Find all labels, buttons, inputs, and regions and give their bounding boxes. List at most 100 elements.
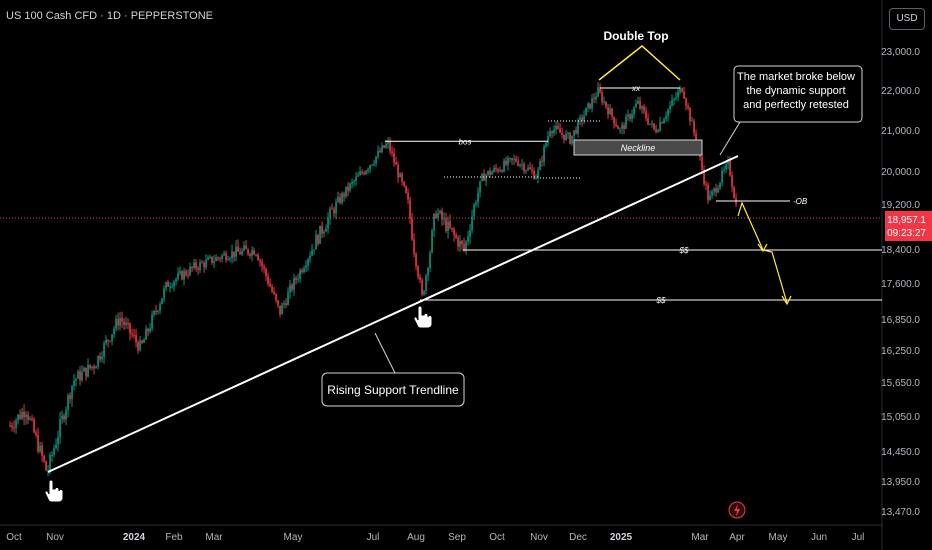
candle-body: [609, 108, 611, 115]
candle-body: [441, 210, 443, 220]
candle-body: [583, 115, 585, 121]
candle-body: [653, 123, 655, 130]
candle-body: [249, 253, 251, 256]
candle-body: [67, 395, 69, 410]
candle-body: [471, 216, 473, 231]
candle-body: [607, 107, 609, 115]
trendline-note-pointer: [374, 332, 396, 374]
y-tick-label: 17,600.0: [881, 279, 920, 290]
candle-body: [597, 87, 599, 97]
hand-pointer-shape: [413, 305, 433, 329]
candle-body: [675, 97, 677, 99]
y-tick-label: 16,850.0: [881, 315, 920, 326]
candle-body: [353, 181, 355, 183]
candle-body: [673, 98, 675, 100]
candle-body: [727, 160, 729, 164]
candle-body: [145, 328, 147, 340]
currency-button[interactable]: USD: [889, 8, 925, 30]
candle-body: [447, 221, 449, 232]
lightning-bolt-shape: [734, 504, 740, 517]
candle-body: [473, 204, 475, 217]
candle-body: [157, 310, 159, 312]
candle-body: [591, 98, 593, 109]
candle-body: [715, 188, 717, 193]
candle-body: [657, 130, 659, 133]
candle-body: [345, 186, 347, 197]
candle-body: [707, 184, 709, 201]
candle-body: [265, 268, 267, 277]
candle-body: [325, 228, 327, 232]
candle-body: [421, 280, 423, 295]
candle-body: [279, 305, 281, 315]
candle-body: [213, 261, 215, 263]
x-tick-label: Jul: [852, 532, 865, 543]
candle-body: [191, 266, 193, 268]
candle-body: [57, 436, 59, 445]
candle-body: [611, 108, 613, 117]
candle-body: [21, 411, 23, 419]
candle-body: [175, 278, 177, 282]
candle-body: [273, 291, 275, 294]
candle-body: [137, 342, 139, 351]
candle-body: [503, 160, 505, 172]
candle-body: [445, 218, 447, 232]
candle-body: [119, 318, 121, 326]
candle-body: [459, 241, 461, 247]
candle-body: [687, 105, 689, 108]
candle-body: [333, 209, 335, 214]
candle-body: [197, 268, 199, 270]
price-badge-countdown: 09:23:27: [887, 228, 926, 239]
candle-body: [281, 304, 283, 315]
candle-body: [291, 284, 293, 290]
candle-body: [603, 101, 605, 103]
candle-body: [299, 270, 301, 279]
y-tick-label: 19,200.0: [881, 200, 920, 211]
candle-body: [11, 425, 13, 428]
candle-body: [631, 114, 633, 119]
candle-body: [69, 395, 71, 400]
candle-body: [485, 174, 487, 181]
candle-body: [433, 213, 435, 231]
candle-body: [193, 262, 195, 268]
candle-body: [587, 103, 589, 108]
candle-body: [437, 213, 439, 218]
candle-body: [551, 131, 553, 134]
candle-body: [531, 169, 533, 171]
candle-body: [115, 318, 117, 329]
market-note-text: and perfectly retested: [743, 99, 849, 111]
candle-body: [691, 120, 693, 122]
candle-body: [377, 150, 379, 157]
candle-body: [543, 146, 545, 162]
candle-body: [53, 448, 55, 455]
candle-body: [75, 378, 77, 381]
candle-body: [165, 282, 167, 289]
candle-body: [51, 454, 53, 456]
candle-body: [17, 414, 19, 421]
candle-body: [179, 271, 181, 274]
candle-body: [443, 218, 445, 220]
candle-body: [391, 151, 393, 153]
candle-body: [467, 236, 469, 242]
candle-body: [585, 107, 587, 116]
candle-body: [37, 434, 39, 452]
x-tick-label: Sep: [448, 532, 466, 543]
candle-body: [41, 445, 43, 456]
candle-body: [171, 286, 173, 288]
candle-body: [59, 419, 61, 437]
candle-body: [729, 160, 731, 176]
candle-body: [355, 176, 357, 182]
price-badge-value: 18,957.1: [887, 215, 926, 226]
candle-body: [99, 355, 101, 360]
candle-body: [111, 334, 113, 341]
candle-body: [207, 257, 209, 260]
candle-body: [453, 229, 455, 235]
candle-body: [109, 340, 111, 342]
market-note-text: The market broke below: [737, 71, 855, 83]
candle-body: [129, 323, 131, 334]
candle-body: [203, 262, 205, 268]
candle-body: [343, 193, 345, 197]
candle-body: [45, 461, 47, 471]
candle-body: [681, 87, 683, 92]
candle-body: [489, 170, 491, 175]
